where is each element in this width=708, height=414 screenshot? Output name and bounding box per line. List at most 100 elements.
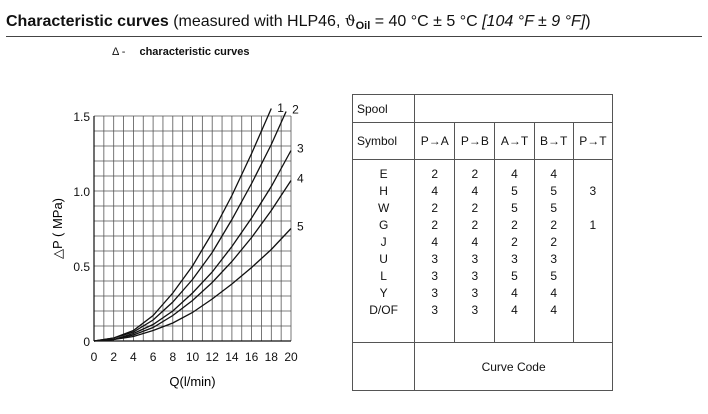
chart-subheading: Δ - characteristic curves (112, 46, 250, 58)
curve-label-3: 3 (297, 142, 304, 156)
x-tick-label: 2 (110, 350, 117, 364)
curve-label-1: 1 (277, 101, 284, 115)
curve-code-cell: 4 (511, 286, 518, 300)
x-tick-label: 8 (169, 350, 176, 364)
symbol-cell: H (379, 184, 388, 198)
curve-code-cell: 4 (471, 235, 479, 249)
curve-code-cell: 5 (550, 184, 558, 198)
symbol-cell: W (377, 201, 390, 215)
x-tick-label: 18 (265, 350, 279, 364)
curve-code-cell: 4 (431, 235, 439, 249)
curve-code-cell: 2 (511, 218, 518, 232)
curve-label-4: 4 (297, 172, 304, 186)
chart-grid (93, 115, 292, 342)
curve-code-cell (574, 268, 612, 285)
symbol-cell: Y (379, 286, 388, 300)
x-tick-label: 4 (130, 350, 137, 364)
symbol-column: E H W G J U L Y D/OF (351, 159, 416, 343)
curve-code-cell: 4 (550, 286, 558, 300)
curve-3 (93, 150, 292, 342)
x-tick-label: 20 (284, 350, 298, 364)
curve-code-cell: 3 (431, 303, 439, 317)
symbol-cell: L (380, 269, 387, 283)
bt-column: 4 5 5 2 2 3 5 4 4 (533, 159, 574, 343)
curve-code-cell: 5 (511, 184, 518, 198)
oil-subscript: Oil (355, 20, 371, 32)
figure-heading: Characteristic curves (measured with HLP… (6, 12, 702, 37)
curve-code-cell: 4 (471, 184, 479, 198)
curve-code-cell: 3 (511, 252, 518, 266)
pb-column: 2 4 2 2 4 3 3 3 3 (454, 159, 496, 343)
col-header-pa: P→A (414, 122, 456, 160)
curve-code-cell (574, 302, 612, 319)
footer-blank (351, 342, 416, 391)
subheading-label: characteristic curves (139, 46, 250, 58)
heading-bold-text: Characteristic curves (6, 13, 169, 30)
curve-code-cell: 2 (511, 235, 518, 249)
curve-label-2: 2 (292, 103, 299, 117)
x-tick-label: 6 (150, 350, 157, 364)
heading-text-c: ) (585, 13, 591, 30)
curve-code-cell: 5 (511, 201, 518, 215)
y-tick-label: 0.5 (73, 260, 90, 274)
theta-symbol: ϑ (344, 12, 356, 30)
curve-code-cell (574, 166, 612, 183)
curve-code-cell (574, 251, 612, 268)
symbol-header: Symbol (351, 122, 416, 160)
symbol-cell: J (380, 235, 387, 249)
x-tick-label: 16 (245, 350, 259, 364)
col-header-pb: P→B (454, 122, 496, 160)
symbol-cell: D/OF (369, 303, 398, 317)
curve-code-label: Curve Code (414, 342, 613, 391)
delta-symbol: Δ - (112, 46, 126, 58)
curve-code-cell: 3 (431, 252, 439, 266)
curve-code-cell: 3 (471, 303, 479, 317)
y-axis-label: △P ( MPa) (50, 198, 65, 259)
curve-code-cell: 3 (431, 269, 439, 283)
curve-code-cell: 5 (550, 201, 558, 215)
x-tick-label: 14 (225, 350, 239, 364)
heading-text-a: (measured with HLP46, (168, 13, 345, 30)
curve-code-cell: 5 (511, 269, 518, 283)
curve-code-cell: 2 (550, 218, 558, 232)
curve-code-cell: 2 (471, 201, 479, 215)
curve-code-cell: 4 (511, 303, 518, 317)
curve-2 (93, 111, 287, 342)
curve-code-cell: 2 (431, 201, 439, 215)
symbol-cell: G (378, 218, 389, 232)
curve-code-cell: 2 (550, 235, 558, 249)
curve-code-cell: 1 (589, 218, 597, 232)
spool-header: Spool (351, 94, 416, 123)
symbol-cell: U (379, 252, 388, 266)
curve-code-cell: 2 (471, 167, 479, 181)
y-tick-label: 1.0 (73, 185, 90, 199)
curve-code-cell: 4 (550, 303, 558, 317)
curve-code-cell: 5 (550, 269, 558, 283)
curve-code-cell: 3 (550, 252, 558, 266)
curve-code-cell: 4 (550, 167, 558, 181)
curve-4 (93, 180, 292, 342)
curve-code-cell: 4 (511, 167, 518, 181)
heading-fahrenheit: [104 °F ± 9 °F] (482, 13, 586, 30)
pa-column: 2 4 2 2 4 3 3 3 3 (414, 159, 456, 343)
x-tick-label: 0 (91, 350, 98, 364)
col-header-pt: P→T (572, 122, 614, 160)
curve-code-cell: 2 (431, 167, 439, 181)
at-column: 4 5 5 2 2 3 5 4 4 (494, 159, 535, 343)
y-tick-label: 0 (83, 335, 90, 349)
curve-code-cell (574, 200, 612, 217)
col-header-at: A→T (494, 122, 535, 160)
x-tick-label: 12 (206, 350, 220, 364)
chart-curves: 1 2 3 4 5 (93, 101, 304, 342)
symbol-cell: E (379, 167, 388, 181)
curve-code-cell: 3 (471, 252, 479, 266)
x-tick-label: 10 (186, 350, 200, 364)
curve-code-cell: 4 (431, 184, 439, 198)
heading-text-b: = 40 °C ± 5 °C (370, 13, 483, 30)
curve-code-cell (574, 234, 612, 251)
curve-code-cell: 3 (431, 286, 439, 300)
curve-code-cell (574, 285, 612, 302)
